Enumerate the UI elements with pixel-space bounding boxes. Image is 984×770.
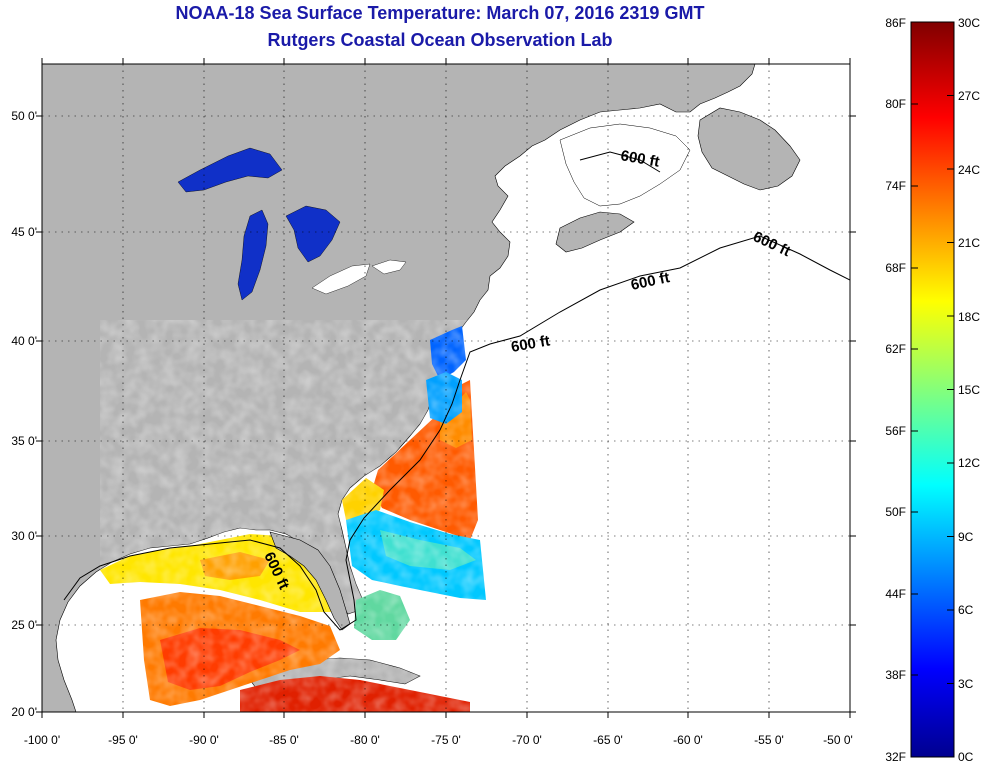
sst-texture	[100, 320, 500, 712]
lon-tick-label: -100 0'	[24, 733, 60, 747]
lat-tick-label: 20 0'	[11, 705, 37, 719]
colorbar-f-label: 74F	[885, 179, 906, 193]
lon-tick-label: -75 0'	[431, 733, 461, 747]
lon-tick-label: -60 0'	[673, 733, 703, 747]
lon-tick-label: -50 0'	[823, 733, 853, 747]
colorbar-c-label: 30C	[958, 16, 980, 30]
lat-tick-label: 25 0'	[11, 618, 37, 632]
axis-ticks	[36, 58, 856, 718]
colorbar-f-label: 62F	[885, 342, 906, 356]
colorbar-c-label: 3C	[958, 677, 974, 691]
lake-ontario	[371, 259, 407, 275]
colorbar-c-label: 27C	[958, 89, 980, 103]
lake-huron	[285, 205, 341, 263]
colorbar-c-label: 6C	[958, 603, 974, 617]
colorbar-c-label: 0C	[958, 750, 974, 764]
lat-tick-label: 30 0'	[11, 529, 37, 543]
depth-contour-600ft	[63, 235, 850, 631]
map-title: NOAA-18 Sea Surface Temperature: March 0…	[175, 3, 705, 23]
colorbar-f-label: 44F	[885, 587, 906, 601]
colorbar-f-label: 86F	[885, 16, 906, 30]
lat-tick-label: 50 0'	[11, 109, 37, 123]
map-subtitle: Rutgers Coastal Ocean Observation Lab	[267, 30, 613, 50]
colorbar: 86F 80F 74F 68F 62F 56F 50F 44F 38F 32F …	[885, 16, 980, 764]
contour-label: 600 ft	[619, 147, 661, 171]
colorbar-f-label: 38F	[885, 668, 906, 682]
lat-tick-label: 45 0'	[11, 225, 37, 239]
lat-tick-label: 40 0'	[11, 334, 37, 348]
lon-tick-label: -80 0'	[350, 733, 380, 747]
lake-erie	[311, 263, 371, 295]
lat-tick-label: 35 0'	[11, 434, 37, 448]
colorbar-c-label: 18C	[958, 310, 980, 324]
colorbar-gradient	[910, 21, 955, 758]
colorbar-c-label: 21C	[958, 236, 980, 250]
colorbar-f-label: 50F	[885, 505, 906, 519]
colorbar-c-label: 24C	[958, 163, 980, 177]
land-newfoundland	[697, 107, 801, 191]
longitude-labels: -100 0' -95 0' -90 0' -85 0' -80 0' -75 …	[24, 733, 853, 747]
lon-tick-label: -70 0'	[512, 733, 542, 747]
colorbar-c-label: 15C	[958, 383, 980, 397]
lon-tick-label: -85 0'	[269, 733, 299, 747]
contour-label: 600 ft	[510, 332, 552, 356]
lake-michigan	[237, 209, 269, 301]
latitude-labels: 50 0' 45 0' 40 0' 35 0' 30 0' 25 0' 20 0…	[11, 109, 37, 719]
colorbar-c-label: 9C	[958, 530, 974, 544]
colorbar-c-label: 12C	[958, 456, 980, 470]
land-florida	[269, 531, 351, 631]
lon-tick-label: -65 0'	[593, 733, 623, 747]
colorbar-f-label: 80F	[885, 97, 906, 111]
lon-tick-label: -55 0'	[754, 733, 784, 747]
colorbar-f-label: 68F	[885, 261, 906, 275]
graticule	[42, 64, 850, 712]
depth-contour-600ft-gsl	[579, 151, 661, 173]
lon-tick-label: -95 0'	[108, 733, 138, 747]
lon-tick-label: -90 0'	[189, 733, 219, 747]
colorbar-f-label: 56F	[885, 424, 906, 438]
colorbar-f-label: 32F	[885, 750, 906, 764]
gulf-st-lawrence	[559, 123, 691, 207]
